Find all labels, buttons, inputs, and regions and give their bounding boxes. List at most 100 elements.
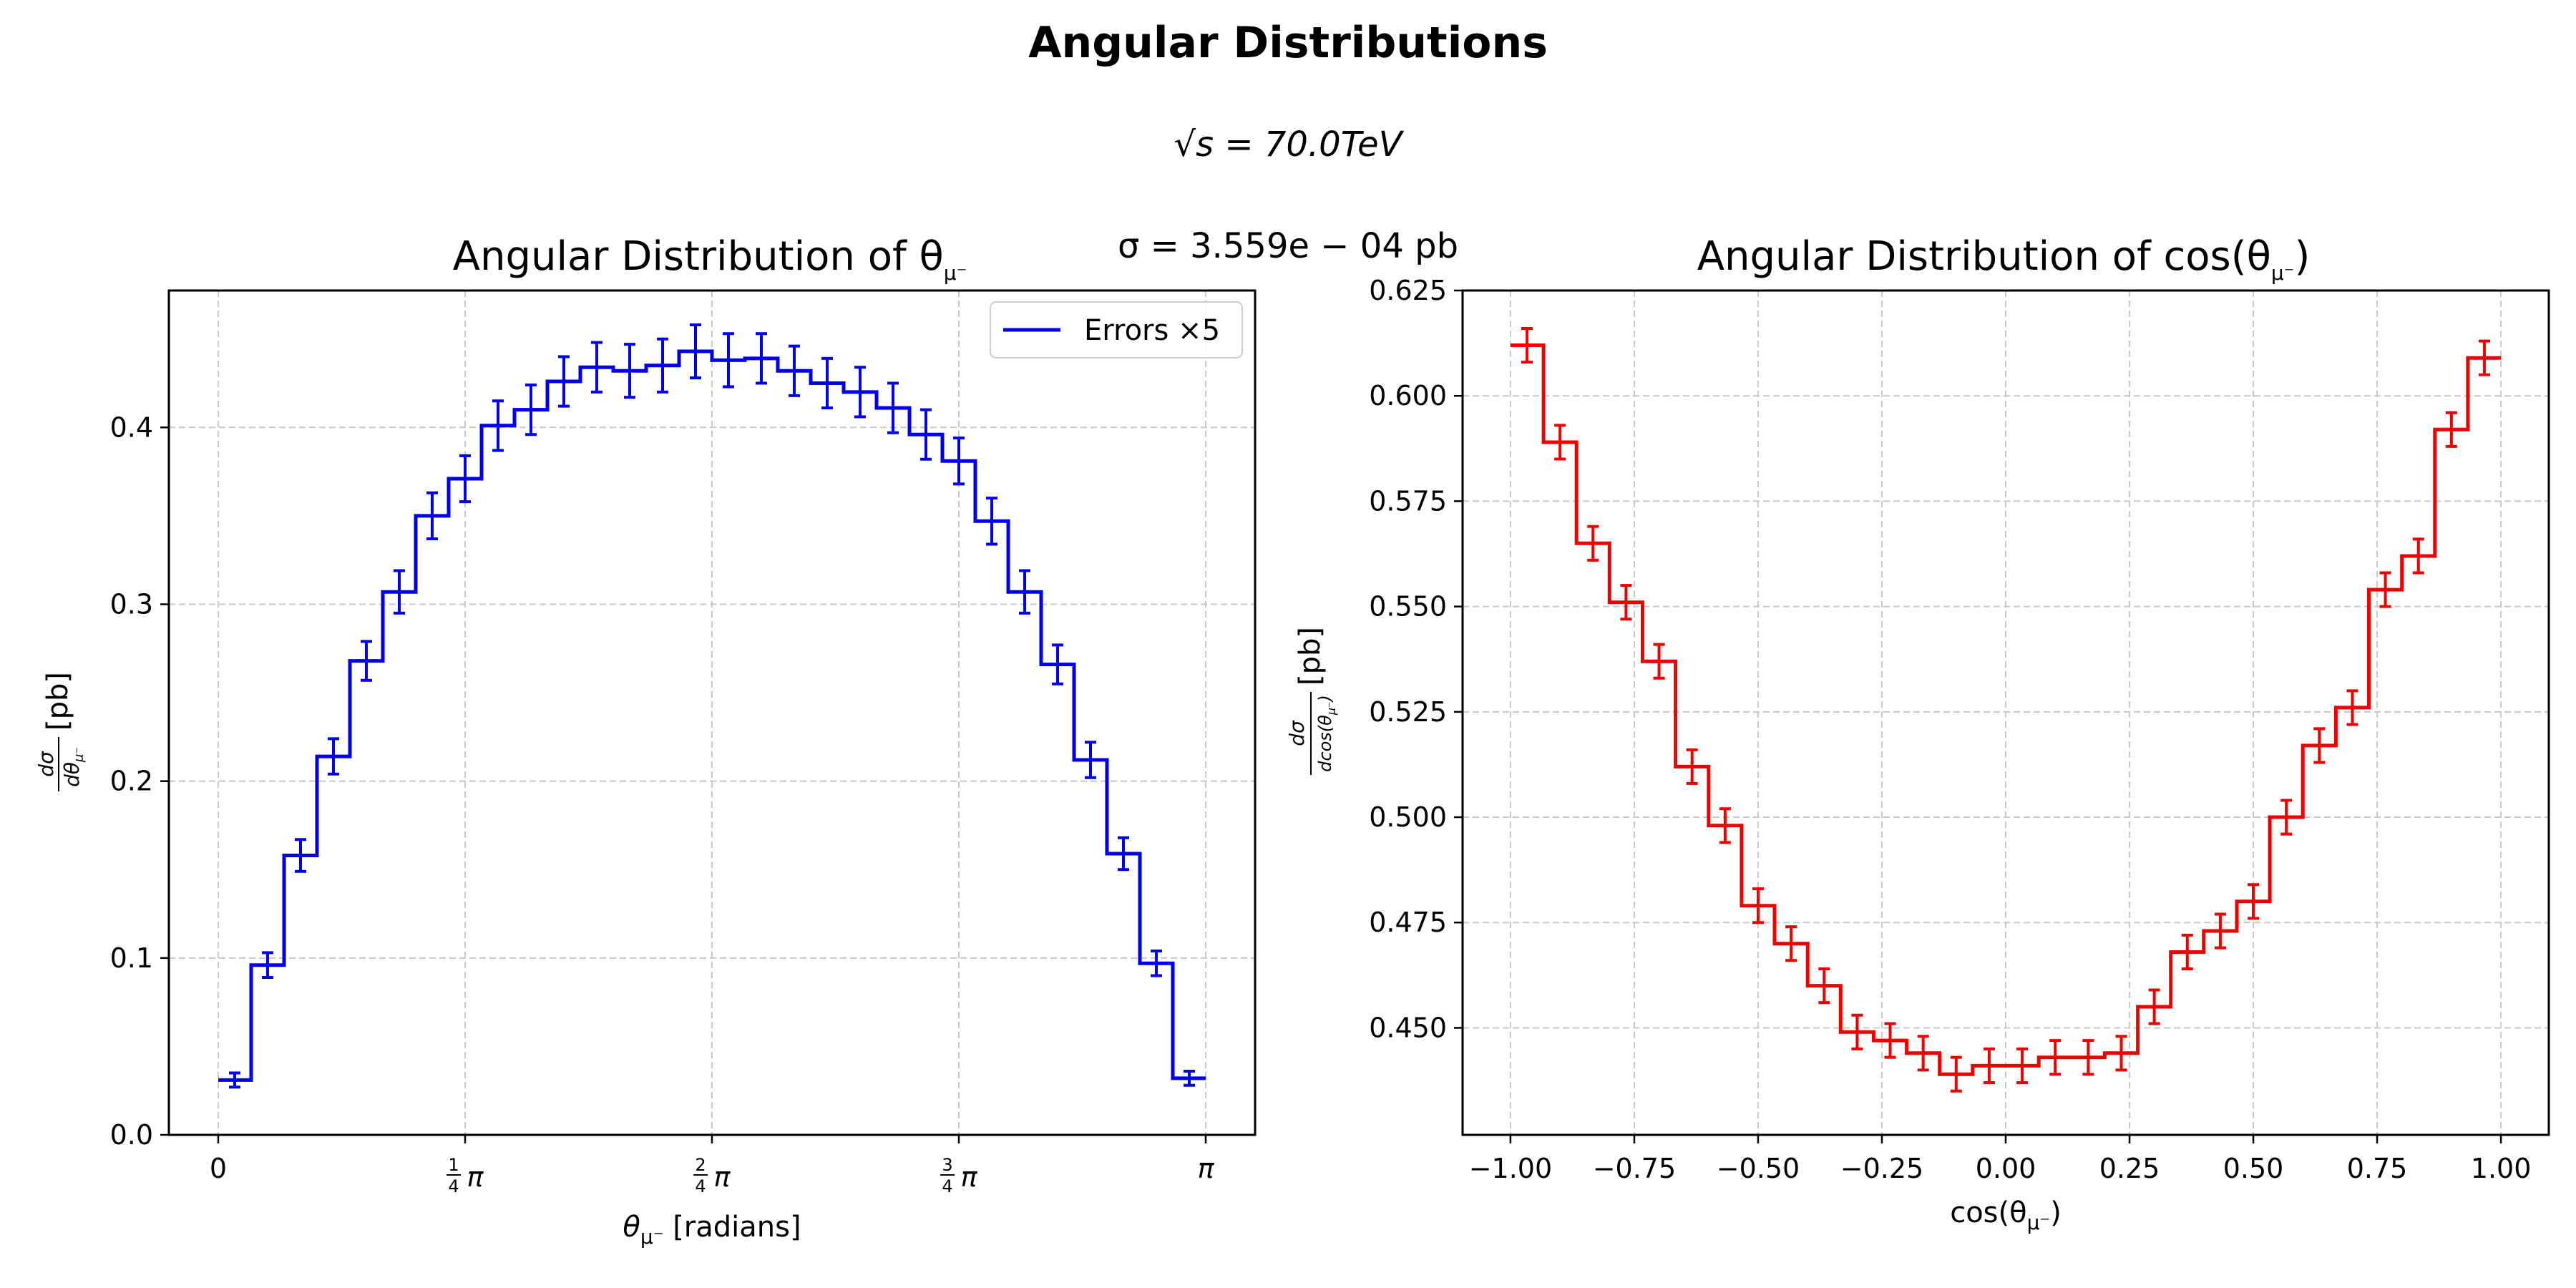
y-tick-label: 0.1 — [110, 942, 153, 974]
error-bar — [1752, 887, 1764, 924]
error-bar — [327, 737, 339, 776]
y-axis-label-unit: [pb] — [42, 672, 74, 731]
y-tick-label: 0.2 — [110, 766, 153, 797]
y-tick-label: 0.4 — [110, 411, 153, 443]
figure-title: Angular Distributions — [1028, 18, 1548, 68]
y-axis-label-den-main: dcos(θ — [1315, 715, 1335, 772]
x-tick-frac-num: 1 — [448, 1155, 459, 1175]
error-bar — [1620, 584, 1632, 621]
y-tick-label: 0.575 — [1369, 485, 1447, 517]
error-bar — [2248, 883, 2260, 920]
error-bar — [2115, 1035, 2127, 1072]
y-axis-label-den-main: dθ — [60, 762, 84, 787]
error-bar — [2214, 912, 2226, 950]
error-bar — [1818, 967, 1830, 1005]
error-bar — [887, 381, 899, 434]
x-tick-label: 24 π — [693, 1155, 731, 1196]
y-axis-label-den-sub: μ⁻ — [72, 747, 87, 763]
error-bar — [2379, 571, 2391, 608]
error-bar — [2346, 689, 2358, 726]
energy-label: √s = 70.0TeV — [1174, 125, 1405, 165]
error-bar — [228, 1071, 240, 1089]
error-bar — [1184, 1070, 1196, 1087]
error-bar — [261, 951, 273, 980]
error-bar — [1851, 1013, 1863, 1050]
x-tick-label: 0.75 — [2347, 1153, 2408, 1184]
error-bar — [2478, 339, 2490, 376]
error-bar — [1151, 949, 1163, 977]
chart-title-sub: μ⁻ — [2271, 261, 2295, 285]
legend: Errors ×5 — [990, 301, 1243, 358]
error-bar — [2082, 1039, 2094, 1076]
error-bar — [1085, 741, 1097, 779]
x-tick-label: −0.50 — [1717, 1153, 1800, 1184]
theta-distribution-chart: Angular Distribution of θμ⁻ θμ⁻ [radians… — [34, 233, 1257, 1249]
error-bar — [393, 569, 405, 615]
x-tick-label: 0.25 — [2099, 1153, 2160, 1184]
error-bar — [657, 337, 669, 394]
y-tick-label: 0.450 — [1369, 1012, 1447, 1043]
error-bar — [2148, 988, 2160, 1025]
error-bar — [722, 332, 734, 389]
x-tick-frac-symbol: π — [467, 1161, 484, 1193]
y-axis-label-denominator: dθμ⁻ — [60, 747, 87, 787]
x-tick-label: 34 π — [940, 1155, 978, 1196]
chart-title: Angular Distribution of θμ⁻ — [453, 233, 967, 285]
cos-theta-distribution-chart: Angular Distribution of cos(θμ⁻) cos(θμ⁻… — [1285, 233, 2550, 1234]
x-axis-label-main: cos(θ — [1950, 1196, 2026, 1229]
error-bar — [986, 497, 998, 546]
x-tick-frac-den: 4 — [695, 1176, 706, 1196]
x-tick-label: 0.00 — [1976, 1153, 2036, 1184]
error-bar — [2412, 537, 2424, 575]
error-bar — [1554, 424, 1566, 461]
error-bar — [525, 383, 537, 436]
y-axis-label-den-end: ) — [1315, 695, 1335, 703]
series — [218, 323, 1206, 1089]
x-tick-label: 0.50 — [2223, 1153, 2284, 1184]
error-bar — [1118, 836, 1130, 872]
grid — [1463, 290, 2549, 1135]
error-bar — [294, 838, 306, 873]
x-axis-label: cos(θμ⁻) — [1950, 1196, 2062, 1234]
x-tick-label: 0 — [210, 1153, 227, 1184]
axis-ticks: 0 14 π 24 π 34 π π0.00.10.20.30.4 — [110, 411, 1215, 1196]
axes-frame — [1461, 289, 2550, 1136]
error-bar — [920, 408, 932, 461]
error-bar — [2016, 1047, 2029, 1084]
error-bar — [2445, 411, 2457, 448]
x-tick-frac-symbol: π — [714, 1161, 731, 1193]
y-tick-label: 0.625 — [1369, 275, 1447, 306]
error-bar — [1950, 1055, 1962, 1093]
cross-section-label: σ = 3.559e − 04 pb — [1118, 226, 1458, 266]
y-axis-label-numerator: dσ — [1285, 720, 1309, 746]
error-bar — [1653, 643, 1665, 680]
error-bar — [953, 436, 965, 486]
x-tick-label: π — [1198, 1153, 1215, 1184]
error-bar — [2313, 727, 2326, 764]
error-bar — [1884, 1022, 1896, 1059]
error-bar — [2181, 933, 2193, 971]
x-tick-label: −0.75 — [1593, 1153, 1676, 1184]
x-axis-label-sub: μ⁻ — [640, 1225, 664, 1249]
error-bar — [1983, 1047, 1995, 1084]
x-tick-frac-den: 4 — [942, 1176, 952, 1196]
chart-title-main: Angular Distribution of cos(θ — [1697, 233, 2271, 280]
y-tick-label: 0.0 — [110, 1119, 153, 1151]
axes-frame — [167, 289, 1257, 1136]
x-tick-frac-num: 2 — [695, 1155, 706, 1175]
x-tick-label: 14 π — [446, 1155, 484, 1196]
error-bar — [789, 344, 801, 397]
x-axis-label-main: θ — [623, 1211, 640, 1244]
error-bar — [1719, 807, 1731, 844]
error-bar — [360, 640, 372, 682]
error-bar — [821, 356, 834, 410]
y-axis-label-numerator: dσ — [34, 751, 58, 777]
x-axis-label-sub: μ⁻ — [2027, 1211, 2051, 1234]
legend-box — [990, 301, 1243, 358]
y-tick-label: 0.475 — [1369, 907, 1447, 938]
error-bar — [557, 355, 570, 408]
error-bar — [690, 323, 702, 380]
error-bar — [426, 491, 438, 541]
chart-title-sub: μ⁻ — [944, 261, 967, 285]
error-bar — [1785, 925, 1797, 962]
